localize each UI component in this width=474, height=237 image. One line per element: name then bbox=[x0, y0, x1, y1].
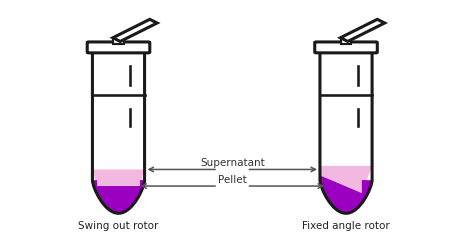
PathPatch shape bbox=[92, 180, 145, 213]
Polygon shape bbox=[340, 19, 384, 41]
Bar bbox=[113, 38, 124, 44]
Polygon shape bbox=[113, 19, 157, 41]
Text: Fixed angle rotor: Fixed angle rotor bbox=[302, 221, 390, 231]
Text: Swing out rotor: Swing out rotor bbox=[78, 221, 159, 231]
PathPatch shape bbox=[92, 169, 145, 186]
PathPatch shape bbox=[320, 175, 372, 213]
Text: Supernatant: Supernatant bbox=[200, 158, 264, 168]
Text: Pellet: Pellet bbox=[218, 175, 246, 185]
FancyBboxPatch shape bbox=[87, 42, 150, 53]
PathPatch shape bbox=[92, 52, 145, 213]
FancyBboxPatch shape bbox=[315, 42, 377, 53]
Bar bbox=[341, 38, 351, 44]
PathPatch shape bbox=[320, 52, 372, 213]
PathPatch shape bbox=[320, 166, 372, 193]
